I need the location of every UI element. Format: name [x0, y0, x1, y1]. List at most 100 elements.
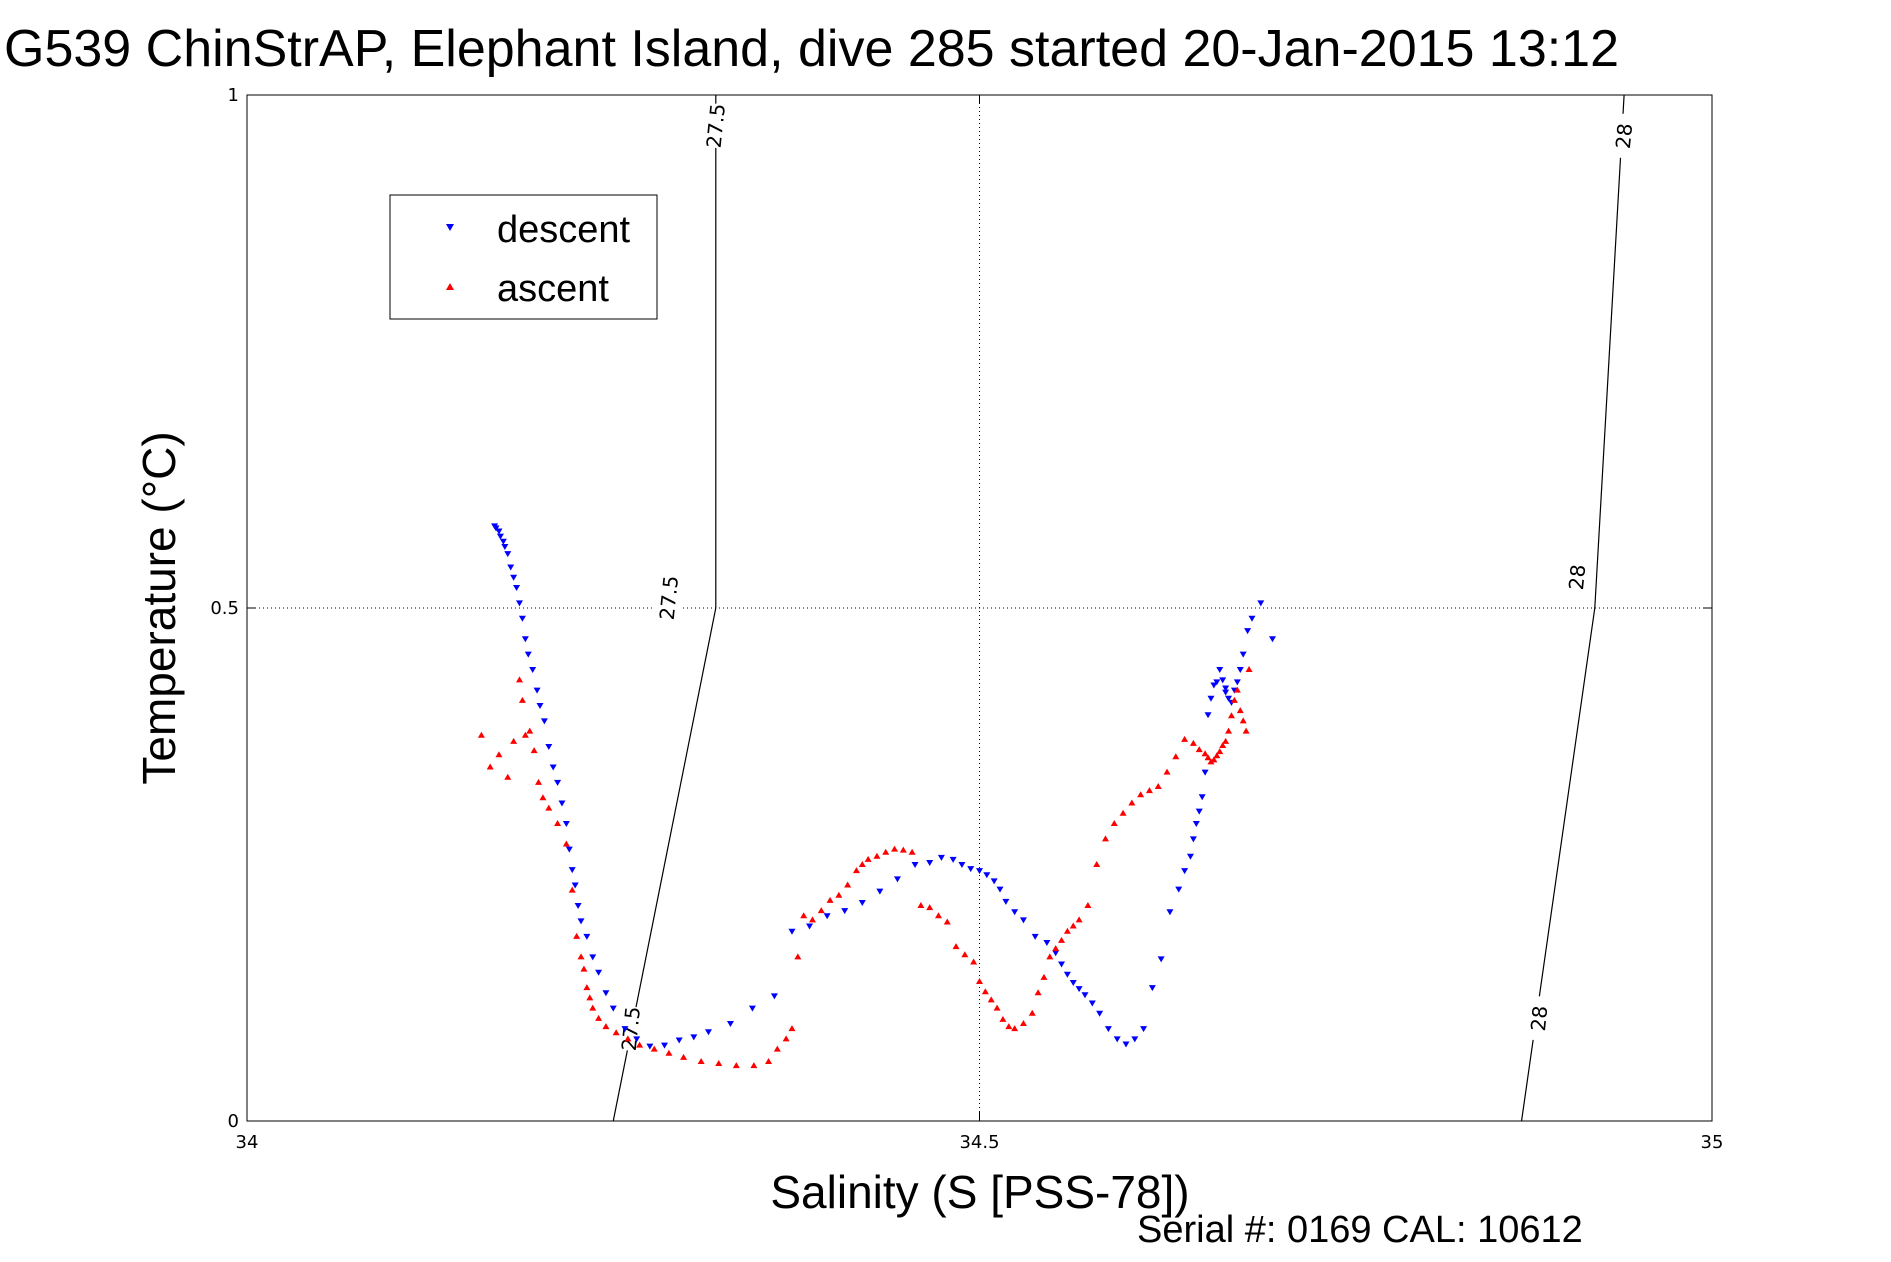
contour-label-mask [1561, 553, 1594, 601]
descent-point [536, 702, 544, 709]
contour-label-mask [614, 1005, 647, 1052]
descent-point [704, 1029, 712, 1036]
descent-point [1031, 933, 1039, 940]
descent-point [577, 918, 585, 925]
descent-point [1157, 956, 1165, 963]
ascent-point [680, 1053, 688, 1060]
descent-point [574, 903, 582, 910]
ascent-point [1101, 835, 1109, 842]
ascent-point [891, 845, 899, 852]
descent-point [492, 525, 500, 532]
ascent-point [970, 958, 978, 965]
descent-point [949, 856, 957, 863]
y-axis-label: Temperature (°C) [133, 431, 185, 784]
density-contour-28 [1520, 94, 1625, 1122]
ascent-point [1019, 1020, 1027, 1027]
descent-point [496, 533, 504, 540]
descent-point [1002, 898, 1010, 905]
ascent-point [510, 737, 518, 744]
ascent-point [1233, 686, 1241, 693]
descent-point [1198, 794, 1206, 801]
descent-point [1219, 677, 1227, 684]
ascent-point [589, 1004, 597, 1011]
ascent-point [952, 943, 960, 950]
ascent-point [521, 731, 529, 738]
ascent-point [908, 848, 916, 855]
ascent-point [858, 861, 866, 867]
descent-point [1204, 712, 1212, 719]
ascent-point [1236, 707, 1244, 714]
descent-point [1122, 1041, 1130, 1048]
ascent-point [486, 763, 494, 770]
descent-point [1052, 950, 1060, 957]
ascent-point [788, 1025, 796, 1032]
descent-point [967, 866, 975, 873]
ascent-point [583, 984, 591, 991]
chart-title: G539 ChinStrAP, Elephant Island, dive 28… [4, 20, 1619, 78]
descent-point [788, 928, 796, 935]
ascent-point [545, 804, 553, 811]
descent-point [1225, 695, 1233, 702]
descent-point [495, 528, 503, 535]
ascent-point [1181, 735, 1189, 742]
contour-label-mask [1607, 112, 1641, 160]
descent-point [621, 1026, 629, 1033]
descent-point [504, 551, 512, 558]
descent-point [893, 876, 901, 883]
descent-point [558, 800, 566, 807]
descent-point [823, 913, 831, 920]
ascent-point [715, 1060, 723, 1067]
ascent-point [568, 886, 576, 893]
ascent-point [1195, 746, 1203, 753]
ascent-point [943, 918, 951, 925]
ascent-point [1216, 748, 1224, 755]
descent-point [562, 820, 570, 827]
ascent-point [1128, 799, 1136, 806]
contour-label: 27.5 [702, 102, 730, 149]
descent-point [524, 651, 532, 658]
descent-point [1239, 651, 1247, 658]
descent-point [1104, 1026, 1112, 1033]
ascent-point [518, 696, 526, 703]
ascent-point [1005, 1023, 1013, 1030]
ascent-point [1227, 712, 1235, 719]
descent-point [937, 854, 945, 861]
ascent-point [864, 855, 872, 862]
ascent-point [1213, 752, 1221, 759]
ascent-point [993, 1004, 1001, 1011]
descent-point [633, 1036, 641, 1043]
ascent-point [844, 881, 852, 888]
descent-point [515, 600, 523, 607]
legend-ascent-marker [446, 283, 454, 290]
ascent-point [1163, 768, 1171, 775]
ascent-point [976, 977, 983, 984]
descent-point [1113, 1036, 1121, 1043]
ascent-point [477, 731, 485, 738]
descent-point [529, 667, 537, 674]
descent-point [513, 584, 521, 591]
y-tick-label: 0 [228, 1111, 239, 1132]
density-contour-27.5 [612, 95, 717, 1122]
ascent-point [1204, 754, 1212, 761]
ascent-point [1034, 989, 1042, 996]
ascent-point [624, 1035, 632, 1042]
descent-point [1140, 1026, 1148, 1033]
descent-point [1201, 769, 1209, 776]
descent-point [499, 538, 507, 545]
descent-point [1195, 808, 1203, 815]
descent-point [911, 862, 919, 868]
y-tick-label: 1 [228, 85, 239, 106]
ascent-point [808, 916, 816, 923]
descent-point [1069, 979, 1077, 986]
descent-point [1175, 886, 1183, 893]
descent-point [1233, 679, 1241, 686]
descent-point [806, 923, 814, 930]
ascent-point [1011, 1025, 1019, 1032]
ascent-point [999, 1015, 1007, 1022]
ascent-point [1046, 953, 1054, 960]
ascent-point [1058, 936, 1066, 943]
ascent-point [697, 1057, 705, 1064]
descent-point [1244, 628, 1252, 635]
descent-point [521, 636, 529, 643]
